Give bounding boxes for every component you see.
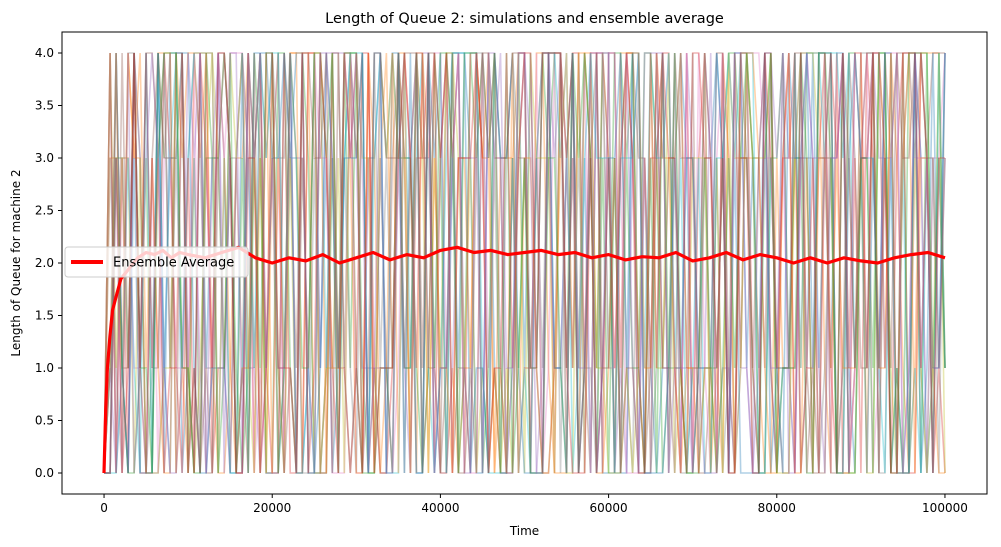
simulation-trace — [103, 52, 946, 474]
y-tick-label: 3.0 — [35, 151, 54, 165]
simulation-trace — [104, 52, 946, 474]
y-tick-label: 1.0 — [35, 361, 54, 375]
y-tick-label: 4.0 — [35, 46, 54, 60]
legend: Ensemble Average — [64, 246, 249, 278]
simulation-trace — [103, 52, 945, 474]
legend-box — [64, 246, 249, 278]
y-tick-label: 3.5 — [35, 99, 54, 113]
legend-label-ensemble-average: Ensemble Average — [113, 256, 234, 271]
simulation-trace — [104, 52, 945, 474]
x-tick-label: 60000 — [589, 501, 627, 515]
simulation-trace — [103, 52, 946, 474]
x-tick-label: 40000 — [421, 501, 459, 515]
y-tick-label: 2.5 — [35, 204, 54, 218]
simulation-trace — [103, 52, 946, 474]
simulation-trace — [103, 52, 946, 474]
y-tick-label: 1.5 — [35, 309, 54, 323]
x-axis-label: Time — [509, 524, 539, 538]
simulation-trace — [103, 52, 946, 474]
simulation-trace — [104, 52, 946, 474]
simulation-trace — [103, 52, 946, 474]
y-axis: 0.0 0.5 1.0 1.5 2.0 2.5 3.0 3.5 4.0 — [35, 46, 62, 480]
y-tick-label: 0.0 — [35, 466, 54, 480]
y-axis-label: Length of Queue for machine 2 — [9, 169, 23, 356]
y-tick-label: 0.5 — [35, 414, 54, 428]
x-tick-label: 0 — [100, 501, 108, 515]
y-tick-label: 2.0 — [35, 256, 54, 270]
x-tick-label: 20000 — [253, 501, 291, 515]
x-axis: 0 20000 40000 60000 80000 100000 — [100, 494, 968, 515]
simulation-trace — [104, 52, 946, 474]
chart-title: Length of Queue 2: simulations and ensem… — [325, 11, 724, 27]
simulation-trace — [103, 52, 946, 474]
simulation-trace — [103, 52, 946, 474]
x-tick-label: 80000 — [758, 501, 796, 515]
simulation-trace — [103, 52, 946, 474]
x-tick-label: 100000 — [922, 501, 968, 515]
